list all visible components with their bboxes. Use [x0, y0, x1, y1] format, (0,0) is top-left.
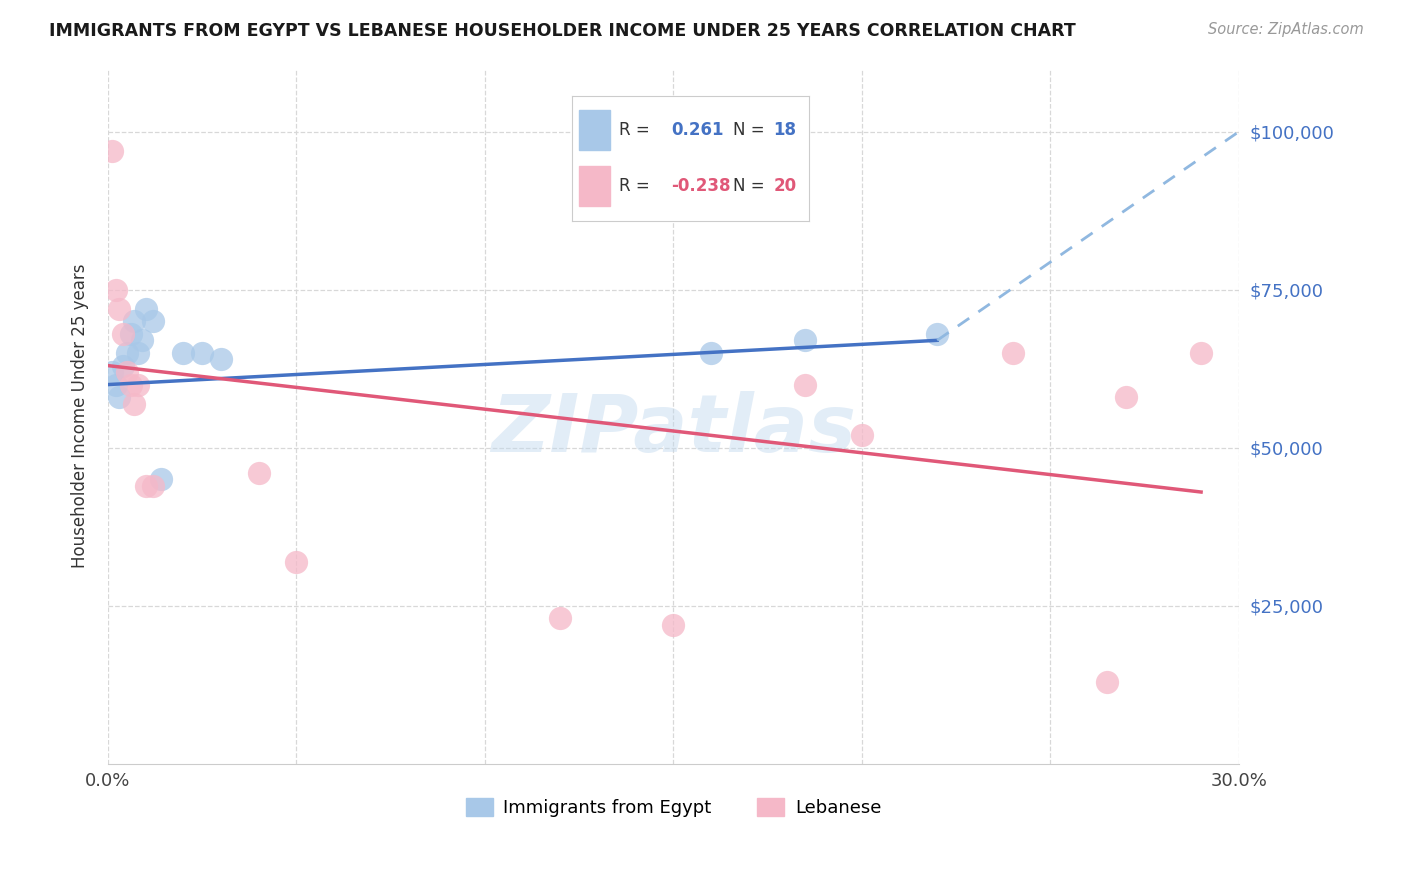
Point	[851, 428, 873, 442]
Point	[135, 301, 157, 316]
Point	[794, 334, 817, 348]
Point	[142, 479, 165, 493]
Point	[127, 346, 149, 360]
Legend: Immigrants from Egypt, Lebanese: Immigrants from Egypt, Lebanese	[458, 790, 889, 824]
Point	[104, 377, 127, 392]
Text: IMMIGRANTS FROM EGYPT VS LEBANESE HOUSEHOLDER INCOME UNDER 25 YEARS CORRELATION : IMMIGRANTS FROM EGYPT VS LEBANESE HOUSEH…	[49, 22, 1076, 40]
Point	[108, 301, 131, 316]
Point	[127, 377, 149, 392]
Point	[142, 314, 165, 328]
Point	[112, 326, 135, 341]
Point	[120, 377, 142, 392]
Text: Source: ZipAtlas.com: Source: ZipAtlas.com	[1208, 22, 1364, 37]
Point	[115, 346, 138, 360]
Point	[209, 352, 232, 367]
Point	[285, 555, 308, 569]
Point	[700, 346, 723, 360]
Y-axis label: Householder Income Under 25 years: Householder Income Under 25 years	[72, 264, 89, 568]
Point	[1189, 346, 1212, 360]
Point	[131, 334, 153, 348]
Point	[550, 611, 572, 625]
Point	[120, 326, 142, 341]
Point	[135, 479, 157, 493]
Point	[662, 617, 685, 632]
Point	[927, 326, 949, 341]
Point	[794, 377, 817, 392]
Text: ZIPatlas: ZIPatlas	[491, 391, 856, 469]
Point	[104, 283, 127, 297]
Point	[115, 365, 138, 379]
Point	[191, 346, 214, 360]
Point	[149, 472, 172, 486]
Point	[108, 390, 131, 404]
Point	[172, 346, 194, 360]
Point	[100, 144, 122, 158]
Point	[1001, 346, 1024, 360]
Point	[100, 365, 122, 379]
Point	[247, 466, 270, 480]
Point	[112, 359, 135, 373]
Point	[124, 396, 146, 410]
Point	[124, 314, 146, 328]
Point	[1095, 674, 1118, 689]
Point	[1115, 390, 1137, 404]
